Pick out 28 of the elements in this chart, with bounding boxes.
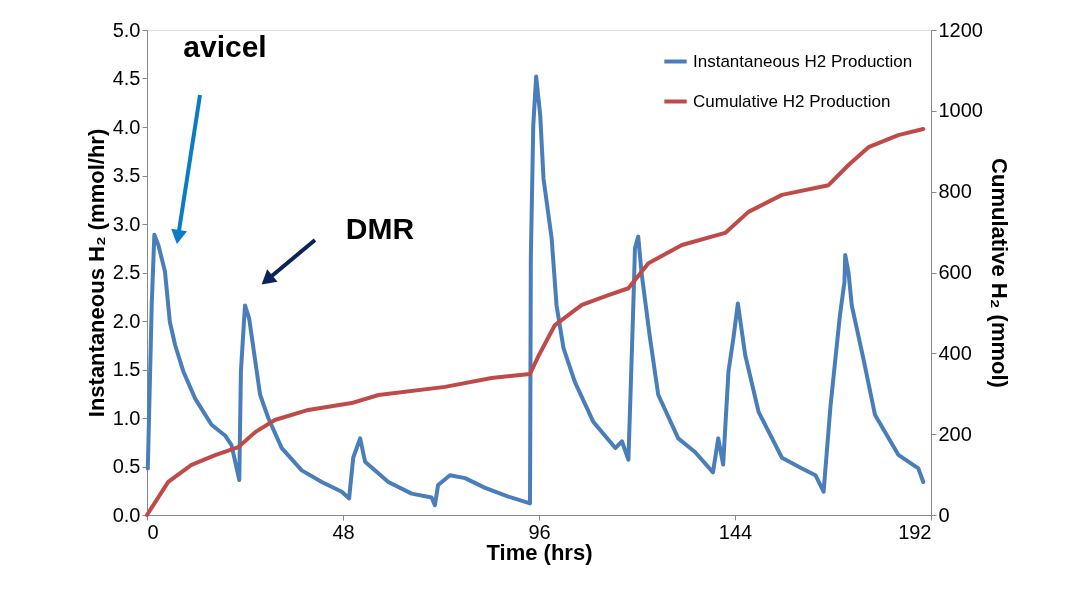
x-tick-label: 0	[147, 520, 159, 543]
y-tick-label: 1.5	[112, 358, 141, 380]
y2-tick-label: 400	[938, 341, 972, 364]
y-tick-label: 4.0	[112, 115, 141, 138]
y-tick-label: 2.0	[112, 309, 141, 332]
annotation: avicel	[183, 30, 267, 63]
y-tick-label: 0.5	[112, 455, 141, 477]
y2-tick-label: 1200	[938, 18, 983, 41]
y-tick-label: 3.0	[112, 212, 141, 235]
y-tick-label: 0.0	[112, 503, 141, 526]
annotation: DMR	[345, 212, 415, 245]
x-tick-label: 192	[898, 520, 932, 543]
y-tick-label: 2.5	[112, 261, 141, 283]
legend-label: Instantaneous H2 Production	[693, 51, 913, 71]
y-tick-label: 4.5	[112, 67, 141, 89]
legend-label: Cumulative H2 Production	[693, 91, 891, 111]
y2-tick-label: 1000	[938, 99, 983, 122]
x-tick-label: 48	[332, 520, 355, 543]
y2-axis-title: Cumulative H₂ (mmol)	[986, 158, 1012, 388]
y-axis-title: Instantaneous H₂ (mmol/hr)	[83, 128, 109, 418]
y2-tick-label: 800	[938, 180, 972, 203]
y2-tick-label: 200	[938, 422, 972, 445]
x-tick-label: 144	[718, 520, 753, 543]
y2-tick-label: 600	[938, 261, 972, 283]
y-tick-label: 3.5	[112, 164, 141, 186]
y-tick-label: 1.0	[112, 406, 141, 429]
y2-tick-label: 0	[938, 503, 950, 526]
y-tick-label: 5.0	[112, 18, 141, 41]
